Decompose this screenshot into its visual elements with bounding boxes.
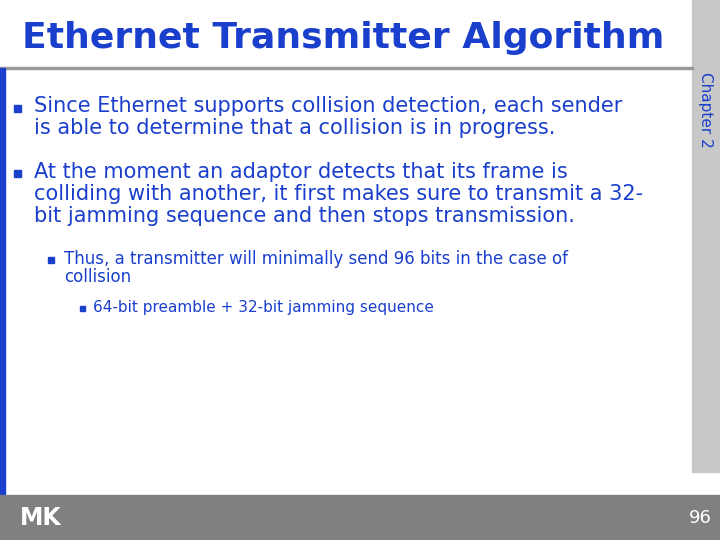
Text: collision: collision (64, 268, 131, 286)
Bar (692, 0, 720, 472)
Text: 64-bit preamble + 32-bit jamming sequence: 64-bit preamble + 32-bit jamming sequenc… (93, 300, 434, 315)
Text: Thus, a transmitter will minimally send 96 bits in the case of: Thus, a transmitter will minimally send … (64, 250, 568, 268)
Text: Chapter 2: Chapter 2 (698, 72, 714, 148)
Bar (80, 306, 85, 311)
Text: MK: MK (20, 506, 62, 530)
Bar (0, 495, 720, 540)
Text: bit jamming sequence and then stops transmission.: bit jamming sequence and then stops tran… (34, 206, 575, 226)
Text: colliding with another, it first makes sure to transmit a 32-: colliding with another, it first makes s… (34, 184, 643, 204)
Text: is able to determine that a collision is in progress.: is able to determine that a collision is… (34, 118, 555, 138)
Text: At the moment an adaptor detects that its frame is: At the moment an adaptor detects that it… (34, 161, 568, 181)
Bar (0, 0, 692, 472)
Bar (14, 105, 21, 112)
Text: 96: 96 (688, 509, 711, 527)
Bar (14, 170, 21, 177)
Bar (48, 257, 54, 263)
Text: Since Ethernet supports collision detection, each sender: Since Ethernet supports collision detect… (34, 97, 622, 117)
Bar (0, 68, 5, 495)
Text: Ethernet Transmitter Algorithm: Ethernet Transmitter Algorithm (22, 21, 665, 55)
